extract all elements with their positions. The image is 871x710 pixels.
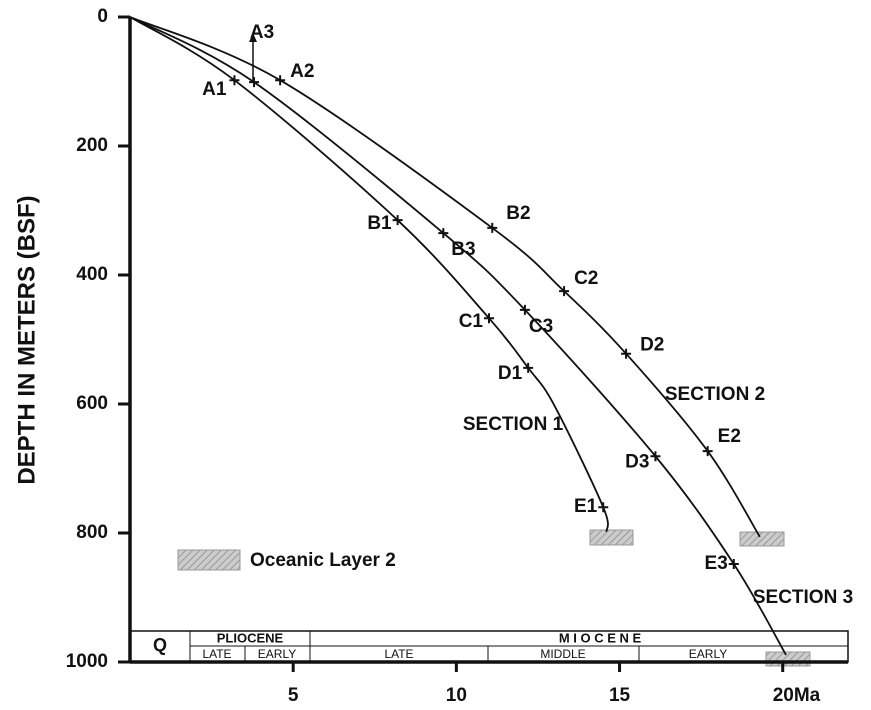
- legend-swatch: [178, 550, 240, 570]
- point-label: B1: [367, 213, 392, 234]
- ts-early: EARLY: [258, 647, 296, 661]
- y-tick-label: 200: [76, 135, 108, 156]
- series-label: SECTION 3: [753, 587, 853, 608]
- point-marker: [275, 75, 285, 85]
- y-tick-label: 0: [97, 6, 108, 27]
- point-label: C3: [529, 316, 553, 337]
- point-label: A2: [290, 61, 314, 82]
- point-label: D3: [625, 451, 649, 472]
- x-tick-label: 15: [609, 685, 631, 706]
- ts-late: LATE: [384, 647, 413, 661]
- legend-label: Oceanic Layer 2: [250, 550, 396, 571]
- y-tick-label: 1000: [66, 651, 108, 672]
- x-tick-label: 5: [288, 685, 299, 706]
- point-marker: [729, 559, 739, 569]
- point-label: D2: [640, 335, 664, 356]
- point-label: C2: [574, 268, 598, 289]
- point-label: B3: [451, 239, 475, 260]
- point-label: C1: [459, 311, 484, 332]
- point-label: B2: [506, 203, 530, 224]
- chart: DEPTH IN METERS (BSF) Q PLIOCENE M I O C…: [0, 0, 871, 710]
- x-tick-label: 20Ma: [773, 685, 821, 706]
- point-marker: [598, 502, 608, 512]
- ts-late: LATE: [202, 647, 231, 661]
- oceanic-layer: [590, 530, 633, 545]
- point-label: A3: [250, 22, 274, 43]
- y-tick-label: 800: [76, 522, 108, 543]
- series-label: SECTION 1: [463, 414, 564, 435]
- y-axis-label: DEPTH IN METERS (BSF): [13, 195, 40, 484]
- ts-middle: MIDDLE: [540, 647, 585, 661]
- series-label: SECTION 2: [665, 384, 765, 405]
- oceanic-layer: [740, 532, 784, 546]
- point-label: A1: [202, 79, 227, 100]
- point-label: E2: [718, 426, 741, 447]
- ts-early: EARLY: [689, 647, 727, 661]
- y-tick-label: 600: [76, 393, 108, 414]
- oceanic-layer: [766, 652, 810, 666]
- ts-q: Q: [153, 635, 167, 655]
- x-tick-label: 10: [446, 685, 467, 706]
- point-label: D1: [498, 363, 523, 384]
- y-tick-label: 400: [76, 264, 108, 285]
- ts-pliocene: PLIOCENE: [217, 630, 284, 645]
- point-label: E3: [705, 553, 728, 574]
- ts-miocene: M I O C E N E: [559, 630, 642, 645]
- point-label: E1: [574, 496, 598, 517]
